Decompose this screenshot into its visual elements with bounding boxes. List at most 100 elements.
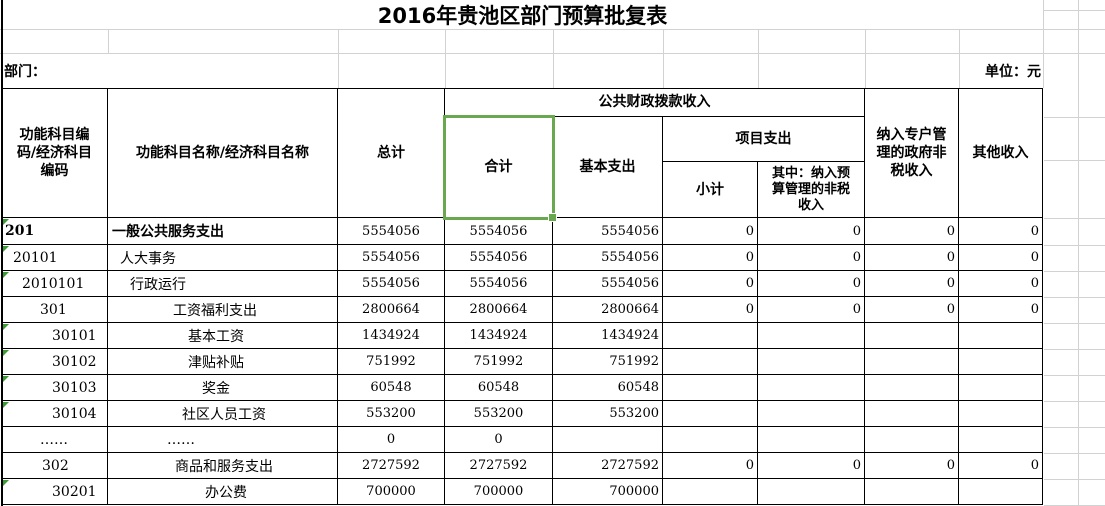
cell-basic-row10[interactable]: 2727592: [553, 453, 663, 479]
cell-basic-row2[interactable]: 5554056: [553, 245, 663, 271]
cell-project_subtotal-row11[interactable]: [663, 479, 758, 505]
cell-other-row2[interactable]: 0: [959, 245, 1043, 271]
cell-allocation_total-row5[interactable]: 1434924: [445, 323, 553, 349]
cell-total-row11[interactable]: 700000: [338, 479, 445, 505]
cell-allocation_total-row4[interactable]: 2800664: [445, 297, 553, 323]
cell-basic-row8[interactable]: 553200: [553, 401, 663, 427]
cell-code-row9[interactable]: ……: [2, 427, 108, 453]
cell-other-row4[interactable]: 0: [959, 297, 1043, 323]
cell-special_account-row1[interactable]: 0: [865, 218, 959, 245]
cell-project_nontax-row10[interactable]: 0: [758, 453, 865, 479]
header-basic-expenditure[interactable]: 基本支出: [553, 117, 663, 218]
cell-name-row8[interactable]: 社区人员工资: [108, 401, 338, 427]
cell-total-row7[interactable]: 60548: [338, 375, 445, 401]
cell-code-row3[interactable]: 2010101: [2, 271, 108, 297]
cell-total-row1[interactable]: 5554056: [338, 218, 445, 245]
cell-code-row10[interactable]: 302: [2, 453, 108, 479]
cell-project_subtotal-row3[interactable]: 0: [663, 271, 758, 297]
cell-other-row10[interactable]: 0: [959, 453, 1043, 479]
cell-project_subtotal-row2[interactable]: 0: [663, 245, 758, 271]
cell-allocation_total-row11[interactable]: 700000: [445, 479, 553, 505]
cell-special_account-row8[interactable]: [865, 401, 959, 427]
cell-allocation_total-row8[interactable]: 553200: [445, 401, 553, 427]
cell-basic-row3[interactable]: 5554056: [553, 271, 663, 297]
cell-total-row6[interactable]: 751992: [338, 349, 445, 375]
fill-handle[interactable]: [548, 213, 557, 222]
cell-project_nontax-row6[interactable]: [758, 349, 865, 375]
cell-code-row4[interactable]: 301: [2, 297, 108, 323]
cell-code-row6[interactable]: 30102: [2, 349, 108, 375]
cell-basic-row7[interactable]: 60548: [553, 375, 663, 401]
cell-project_nontax-row7[interactable]: [758, 375, 865, 401]
cell-project_nontax-row11[interactable]: [758, 479, 865, 505]
cell-project_subtotal-row10[interactable]: 0: [663, 453, 758, 479]
cell-other-row3[interactable]: 0: [959, 271, 1043, 297]
cell-total-row3[interactable]: 5554056: [338, 271, 445, 297]
cell-other-row9[interactable]: [959, 427, 1043, 453]
cell-name-row11[interactable]: 办公费: [108, 479, 338, 505]
cell-name-row10[interactable]: 商品和服务支出: [108, 453, 338, 479]
cell-project_subtotal-row6[interactable]: [663, 349, 758, 375]
header-other-income[interactable]: 其他收入: [959, 88, 1043, 218]
cell-allocation_total-row7[interactable]: 60548: [445, 375, 553, 401]
cell-other-row1[interactable]: 0: [959, 218, 1043, 245]
cell-other-row8[interactable]: [959, 401, 1043, 427]
header-name-column[interactable]: 功能科目名称/经济科目名称: [108, 88, 338, 218]
cell-project_subtotal-row4[interactable]: 0: [663, 297, 758, 323]
cell-allocation_total-row6[interactable]: 751992: [445, 349, 553, 375]
cell-other-row5[interactable]: [959, 323, 1043, 349]
cell-code-row1[interactable]: 201: [2, 218, 108, 245]
cell-total-row8[interactable]: 553200: [338, 401, 445, 427]
header-code-column[interactable]: 功能科目编码/经济科目编码: [2, 88, 108, 218]
cell-name-row7[interactable]: 奖金: [108, 375, 338, 401]
cell-total-row9[interactable]: 0: [338, 427, 445, 453]
cell-project_subtotal-row1[interactable]: 0: [663, 218, 758, 245]
cell-name-row9[interactable]: ……: [108, 427, 338, 453]
cell-project_subtotal-row8[interactable]: [663, 401, 758, 427]
cell-special_account-row7[interactable]: [865, 375, 959, 401]
cell-special_account-row5[interactable]: [865, 323, 959, 349]
cell-basic-row6[interactable]: 751992: [553, 349, 663, 375]
cell-name-row1[interactable]: 一般公共服务支出: [108, 218, 338, 245]
cell-special_account-row3[interactable]: 0: [865, 271, 959, 297]
cell-name-row2[interactable]: 人大事务: [108, 245, 338, 271]
cell-allocation_total-row1[interactable]: 5554056: [445, 218, 553, 245]
cell-basic-row11[interactable]: 700000: [553, 479, 663, 505]
cell-total-row4[interactable]: 2800664: [338, 297, 445, 323]
cell-code-row2[interactable]: 20101: [2, 245, 108, 271]
cell-special_account-row10[interactable]: 0: [865, 453, 959, 479]
cell-name-row3[interactable]: 行政运行: [108, 271, 338, 297]
cell-other-row6[interactable]: [959, 349, 1043, 375]
cell-basic-row5[interactable]: 1434924: [553, 323, 663, 349]
header-project-expenditure-group[interactable]: 项目支出: [663, 117, 865, 162]
cell-other-row7[interactable]: [959, 375, 1043, 401]
cell-allocation_total-row9[interactable]: 0: [445, 427, 553, 453]
cell-basic-row1[interactable]: 5554056: [553, 218, 663, 245]
cell-project_nontax-row9[interactable]: [758, 427, 865, 453]
cell-project_subtotal-row5[interactable]: [663, 323, 758, 349]
cell-other-row11[interactable]: [959, 479, 1043, 505]
header-public-finance-group[interactable]: 公共财政拨款收入: [445, 88, 865, 117]
header-project-subtotal[interactable]: 小计: [663, 162, 758, 218]
cell-special_account-row4[interactable]: 0: [865, 297, 959, 323]
cell-basic-row9[interactable]: [553, 427, 663, 453]
cell-project_subtotal-row9[interactable]: [663, 427, 758, 453]
cell-allocation_total-row2[interactable]: 5554056: [445, 245, 553, 271]
cell-name-row4[interactable]: 工资福利支出: [108, 297, 338, 323]
cell-project_nontax-row1[interactable]: 0: [758, 218, 865, 245]
cell-total-row5[interactable]: 1434924: [338, 323, 445, 349]
cell-code-row5[interactable]: 30101: [2, 323, 108, 349]
cell-total-row2[interactable]: 5554056: [338, 245, 445, 271]
cell-special_account-row11[interactable]: [865, 479, 959, 505]
header-allocation-total[interactable]: 合计: [445, 117, 553, 218]
header-grand-total[interactable]: 总计: [338, 88, 445, 218]
cell-name-row5[interactable]: 基本工资: [108, 323, 338, 349]
cell-special_account-row9[interactable]: [865, 427, 959, 453]
cell-total-row10[interactable]: 2727592: [338, 453, 445, 479]
cell-name-row6[interactable]: 津贴补贴: [108, 349, 338, 375]
cell-code-row8[interactable]: 30104: [2, 401, 108, 427]
cell-special_account-row2[interactable]: 0: [865, 245, 959, 271]
cell-basic-row4[interactable]: 2800664: [553, 297, 663, 323]
cell-allocation_total-row10[interactable]: 2727592: [445, 453, 553, 479]
header-special-account-nontax[interactable]: 纳入专户管理的政府非税收入: [865, 88, 959, 218]
